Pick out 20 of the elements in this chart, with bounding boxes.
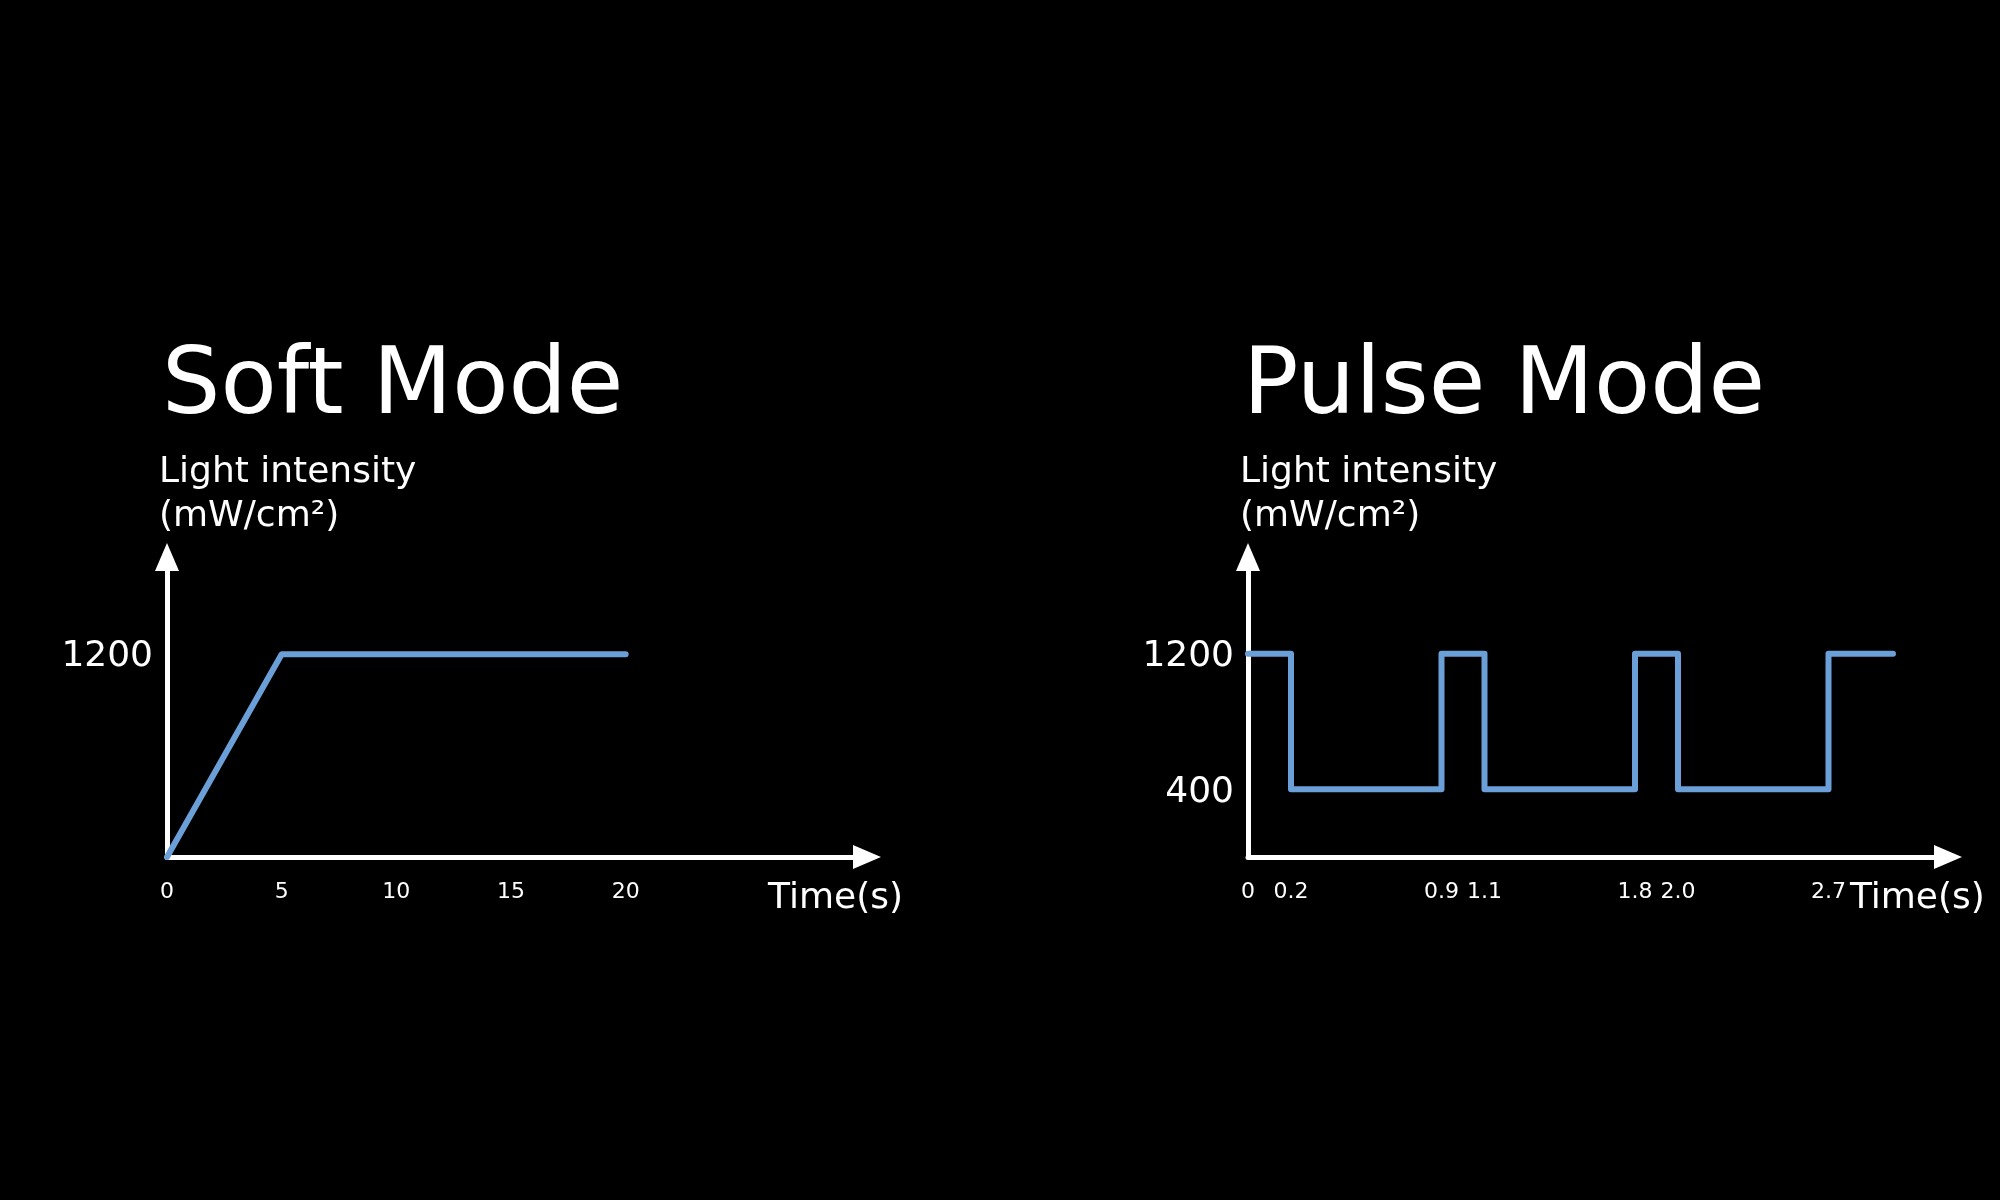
y-axis-title: Light intensity (mW/cm²) xyxy=(1240,448,1498,534)
x-tick-label: 1.1 xyxy=(1467,877,1502,903)
x-tick-label: 20 xyxy=(611,877,640,903)
x-tick-label: 2.0 xyxy=(1660,877,1696,903)
x-tick-label: 0.2 xyxy=(1273,877,1309,903)
x-tick-label: 0 xyxy=(1241,877,1255,903)
x-tick-label: 10 xyxy=(382,877,411,903)
y-axis-title: Light intensity (mW/cm²) xyxy=(159,448,417,534)
x-tick-label: 15 xyxy=(497,877,525,903)
x-tick-label: 2.7 xyxy=(1811,877,1846,903)
x-tick-label: 0 xyxy=(160,877,174,903)
y-tick-label: 400 xyxy=(1165,768,1234,810)
x-tick-label: 0.9 xyxy=(1424,877,1459,903)
chart-title: Soft Mode xyxy=(162,327,624,435)
text: 1200 xyxy=(61,633,153,675)
x-axis-title: Time(s) xyxy=(1848,874,1985,916)
chart-title: Pulse Mode xyxy=(1243,327,1766,435)
x-axis-title: Time(s) xyxy=(767,874,903,916)
x-tick-label: 5 xyxy=(274,877,289,903)
x-tick-label: 1.8 xyxy=(1617,877,1653,903)
